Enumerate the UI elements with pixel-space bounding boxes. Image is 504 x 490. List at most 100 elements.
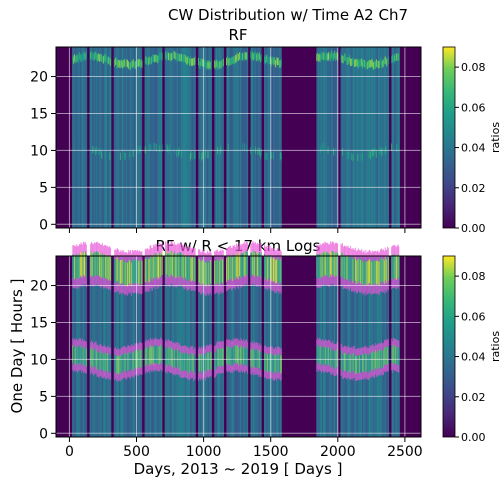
peak-mark bbox=[251, 250, 253, 275]
peak-mark bbox=[108, 57, 110, 65]
peak-mark bbox=[129, 149, 131, 158]
peak-mark bbox=[228, 345, 230, 364]
peak-mark bbox=[234, 345, 236, 364]
peak-mark bbox=[320, 145, 322, 153]
peak-mark bbox=[99, 53, 101, 62]
peak-mark bbox=[264, 55, 265, 63]
peak-mark bbox=[336, 52, 338, 60]
peak-mark bbox=[75, 55, 77, 64]
peak-mark bbox=[202, 58, 203, 67]
peak-mark bbox=[352, 355, 354, 374]
peak-mark bbox=[322, 52, 324, 60]
peak-mark bbox=[188, 56, 190, 64]
peak-mark bbox=[193, 150, 195, 159]
peak-mark bbox=[93, 52, 95, 61]
peak-mark bbox=[243, 51, 245, 59]
peak-mark bbox=[392, 254, 394, 279]
peak-mark bbox=[328, 254, 330, 278]
peak-mark bbox=[201, 353, 202, 372]
peak-mark bbox=[91, 348, 93, 367]
peak-mark bbox=[186, 353, 188, 372]
peak-mark bbox=[207, 353, 209, 371]
colorbar-tick-label: 0.02 bbox=[461, 391, 486, 404]
peak-mark bbox=[115, 57, 116, 66]
peak-mark bbox=[242, 143, 244, 151]
heatmap-column bbox=[355, 47, 357, 228]
peak-mark bbox=[81, 253, 83, 277]
heatmap-column bbox=[194, 47, 196, 228]
heatmap-column bbox=[187, 256, 190, 437]
peak-mark bbox=[124, 152, 126, 161]
peak-mark bbox=[373, 353, 375, 372]
peak-mark bbox=[220, 61, 222, 69]
heatmap-column bbox=[231, 47, 234, 228]
heatmap-column bbox=[80, 47, 82, 228]
peak-mark bbox=[177, 349, 179, 368]
heatmap-column bbox=[349, 47, 352, 228]
y-tick-label: 0 bbox=[39, 426, 48, 442]
heatmap-column bbox=[132, 47, 135, 228]
peak-mark bbox=[254, 252, 256, 277]
heatmap-column bbox=[78, 47, 81, 228]
peak-mark bbox=[235, 252, 237, 277]
peak-mark bbox=[244, 347, 246, 366]
heatmap-column bbox=[235, 47, 238, 228]
peak-mark bbox=[168, 346, 169, 365]
peak-mark bbox=[159, 346, 161, 365]
peak-mark bbox=[267, 56, 269, 64]
heatmap-column bbox=[123, 47, 125, 228]
peak-mark bbox=[183, 352, 185, 371]
peak-mark bbox=[189, 56, 191, 64]
heatmap-column bbox=[370, 47, 372, 228]
heatmap-column bbox=[259, 47, 262, 228]
peak-mark bbox=[197, 258, 199, 283]
peak-mark bbox=[321, 52, 322, 60]
peak-mark bbox=[320, 54, 322, 62]
heatmap-column bbox=[116, 256, 119, 437]
peak-mark bbox=[269, 354, 271, 372]
peak-mark bbox=[375, 350, 376, 368]
peak-mark bbox=[324, 251, 326, 275]
colorbar-tick-label: 0.08 bbox=[461, 270, 486, 283]
peak-mark bbox=[366, 261, 368, 286]
peak-mark bbox=[363, 59, 364, 67]
peak-mark bbox=[268, 353, 270, 372]
heatmap-column bbox=[179, 47, 182, 228]
peak-mark bbox=[205, 62, 207, 70]
heatmap-column bbox=[199, 256, 202, 437]
peak-mark bbox=[374, 147, 376, 155]
peak-mark bbox=[330, 54, 331, 62]
heatmap-column bbox=[380, 47, 383, 228]
heatmap-column bbox=[396, 47, 399, 228]
peak-mark bbox=[373, 62, 375, 70]
peak-mark bbox=[178, 253, 180, 278]
colorbar-tick-label: 0.06 bbox=[461, 101, 486, 114]
heatmap-column bbox=[120, 256, 123, 437]
peak-mark bbox=[137, 351, 139, 370]
peak-mark bbox=[109, 255, 111, 280]
peak-mark bbox=[265, 55, 267, 63]
peak-mark bbox=[96, 251, 98, 275]
peak-mark bbox=[193, 356, 194, 374]
peak-mark bbox=[197, 356, 199, 374]
peak-mark bbox=[275, 354, 277, 372]
peak-mark bbox=[93, 253, 95, 277]
peak-mark bbox=[152, 54, 153, 62]
heatmap-column bbox=[266, 256, 269, 437]
peak-mark bbox=[365, 62, 367, 70]
peak-mark bbox=[83, 348, 85, 366]
peak-mark bbox=[391, 55, 393, 64]
peak-mark bbox=[177, 54, 179, 62]
peak-mark bbox=[214, 260, 216, 285]
peak-mark bbox=[140, 260, 141, 285]
peak-mark bbox=[346, 255, 347, 280]
heatmap-column bbox=[207, 47, 210, 228]
peak-mark bbox=[192, 58, 194, 66]
heatmap-column bbox=[121, 47, 124, 228]
peak-mark bbox=[180, 54, 182, 62]
peak-mark bbox=[335, 252, 337, 276]
peak-mark bbox=[259, 251, 260, 276]
peak-mark bbox=[144, 258, 146, 283]
peak-mark bbox=[182, 353, 184, 371]
peak-mark bbox=[364, 59, 366, 68]
